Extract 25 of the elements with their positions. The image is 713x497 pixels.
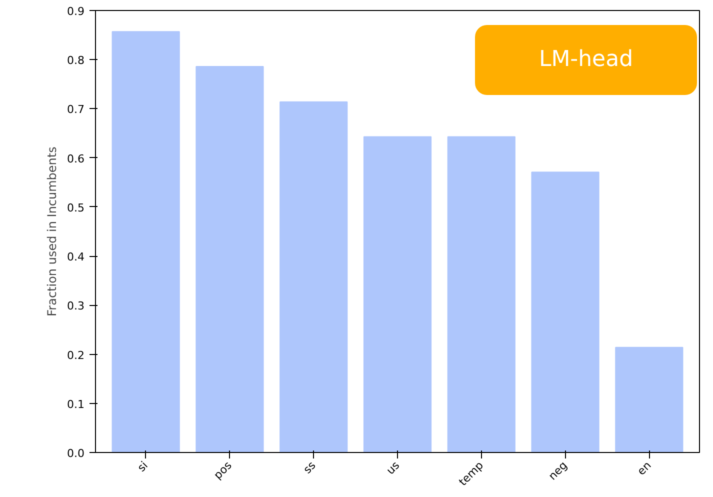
x-tick-label: pos: [211, 458, 235, 482]
x-tick-label: us: [384, 458, 402, 478]
bar: [447, 136, 516, 452]
bar: [280, 101, 348, 452]
bar: [112, 31, 180, 452]
y-tick-label: 0.2: [67, 348, 85, 362]
y-tick-label: 0.4: [67, 250, 85, 264]
bar: [196, 66, 264, 452]
bar: [363, 136, 432, 452]
x-tick-label: ss: [300, 458, 318, 476]
y-tick-label: 0.5: [67, 201, 85, 214]
y-tick-label: 0.7: [67, 103, 85, 116]
x-tick-label: si: [135, 458, 150, 474]
x-tick-label: en: [634, 458, 654, 478]
bar: [615, 346, 684, 452]
bar: [531, 172, 600, 452]
y-tick-label: 0.1: [67, 398, 85, 411]
y-tick-label: 0.3: [67, 300, 85, 313]
x-tick-label: neg: [546, 458, 570, 483]
y-tick-label: 0.9: [67, 5, 85, 18]
y-axis-title: Fraction used in Incumbents: [45, 146, 60, 316]
y-tick-label: 0.0: [67, 447, 85, 460]
y-tick-label: 0.6: [67, 152, 85, 166]
annotation: LM-head: [538, 46, 634, 74]
y-tick-label: 0.8: [67, 54, 85, 68]
